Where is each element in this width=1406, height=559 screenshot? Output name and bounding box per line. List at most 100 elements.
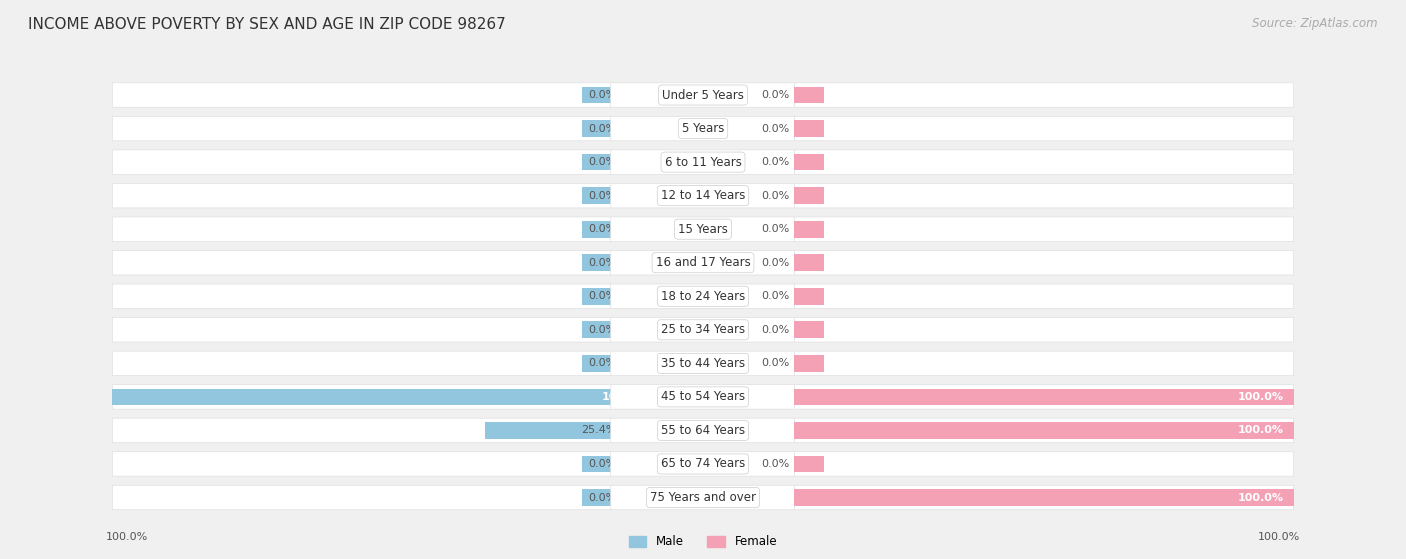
Text: 0.0%: 0.0% [588, 291, 617, 301]
FancyBboxPatch shape [610, 150, 796, 174]
Bar [794, 422, 1294, 439]
Bar [582, 254, 612, 271]
FancyBboxPatch shape [610, 385, 796, 409]
Bar [582, 87, 612, 103]
Text: 0.0%: 0.0% [588, 191, 617, 201]
Text: 16 and 17 Years: 16 and 17 Years [655, 256, 751, 269]
Bar [485, 422, 612, 439]
Text: 25.4%: 25.4% [581, 425, 617, 435]
Bar [582, 288, 612, 305]
FancyBboxPatch shape [794, 485, 1294, 510]
Text: 15 Years: 15 Years [678, 222, 728, 236]
Bar [794, 456, 824, 472]
FancyBboxPatch shape [112, 418, 612, 443]
FancyBboxPatch shape [112, 452, 612, 476]
Text: 55 to 64 Years: 55 to 64 Years [661, 424, 745, 437]
FancyBboxPatch shape [794, 150, 1294, 174]
Text: 65 to 74 Years: 65 to 74 Years [661, 457, 745, 471]
FancyBboxPatch shape [112, 284, 612, 309]
Bar [582, 456, 612, 472]
FancyBboxPatch shape [794, 217, 1294, 241]
FancyBboxPatch shape [610, 217, 796, 241]
Bar [794, 221, 824, 238]
Text: 0.0%: 0.0% [761, 459, 789, 469]
Text: 0.0%: 0.0% [761, 90, 789, 100]
Text: 25 to 34 Years: 25 to 34 Years [661, 323, 745, 337]
FancyBboxPatch shape [794, 284, 1294, 309]
Text: 0.0%: 0.0% [761, 325, 789, 335]
FancyBboxPatch shape [610, 318, 796, 342]
Text: 0.0%: 0.0% [761, 224, 789, 234]
Text: 0.0%: 0.0% [588, 459, 617, 469]
Text: 0.0%: 0.0% [761, 124, 789, 134]
Text: 100.0%: 100.0% [1258, 532, 1301, 542]
FancyBboxPatch shape [794, 418, 1294, 443]
Text: 75 Years and over: 75 Years and over [650, 491, 756, 504]
Text: 0.0%: 0.0% [761, 191, 789, 201]
Text: 12 to 14 Years: 12 to 14 Years [661, 189, 745, 202]
Bar [582, 321, 612, 338]
FancyBboxPatch shape [112, 385, 612, 409]
FancyBboxPatch shape [112, 116, 612, 141]
Text: 0.0%: 0.0% [588, 157, 617, 167]
Bar [794, 87, 824, 103]
FancyBboxPatch shape [794, 183, 1294, 208]
Text: 100.0%: 100.0% [1237, 425, 1284, 435]
FancyBboxPatch shape [794, 83, 1294, 107]
FancyBboxPatch shape [794, 318, 1294, 342]
FancyBboxPatch shape [610, 351, 796, 376]
Text: 0.0%: 0.0% [588, 325, 617, 335]
FancyBboxPatch shape [112, 485, 612, 510]
Text: 100.0%: 100.0% [1237, 492, 1284, 503]
FancyBboxPatch shape [610, 284, 796, 309]
Bar [794, 355, 824, 372]
Text: 5 Years: 5 Years [682, 122, 724, 135]
FancyBboxPatch shape [112, 318, 612, 342]
FancyBboxPatch shape [610, 183, 796, 208]
Bar [794, 154, 824, 170]
Legend: Male, Female: Male, Female [624, 530, 782, 553]
FancyBboxPatch shape [794, 116, 1294, 141]
FancyBboxPatch shape [112, 150, 612, 174]
Text: 0.0%: 0.0% [588, 492, 617, 503]
Text: 18 to 24 Years: 18 to 24 Years [661, 290, 745, 303]
FancyBboxPatch shape [112, 351, 612, 376]
Bar [582, 120, 612, 137]
FancyBboxPatch shape [610, 250, 796, 275]
Bar [582, 221, 612, 238]
FancyBboxPatch shape [794, 351, 1294, 376]
Bar [794, 120, 824, 137]
Text: 100.0%: 100.0% [602, 392, 648, 402]
Text: 35 to 44 Years: 35 to 44 Years [661, 357, 745, 370]
Bar [794, 321, 824, 338]
FancyBboxPatch shape [794, 385, 1294, 409]
Text: 0.0%: 0.0% [588, 224, 617, 234]
FancyBboxPatch shape [610, 452, 796, 476]
FancyBboxPatch shape [610, 116, 796, 141]
Bar [794, 254, 824, 271]
Bar [582, 154, 612, 170]
Bar [794, 187, 824, 204]
Text: 6 to 11 Years: 6 to 11 Years [665, 155, 741, 169]
Text: 0.0%: 0.0% [588, 90, 617, 100]
FancyBboxPatch shape [794, 250, 1294, 275]
FancyBboxPatch shape [112, 217, 612, 241]
FancyBboxPatch shape [112, 250, 612, 275]
Text: Source: ZipAtlas.com: Source: ZipAtlas.com [1253, 17, 1378, 30]
FancyBboxPatch shape [610, 83, 796, 107]
Bar [112, 389, 612, 405]
Text: 0.0%: 0.0% [761, 258, 789, 268]
Text: 0.0%: 0.0% [588, 358, 617, 368]
Text: 0.0%: 0.0% [588, 124, 617, 134]
Bar [794, 489, 1294, 506]
FancyBboxPatch shape [112, 83, 612, 107]
Text: Under 5 Years: Under 5 Years [662, 88, 744, 102]
Text: INCOME ABOVE POVERTY BY SEX AND AGE IN ZIP CODE 98267: INCOME ABOVE POVERTY BY SEX AND AGE IN Z… [28, 17, 506, 32]
Bar [582, 489, 612, 506]
Text: 0.0%: 0.0% [588, 258, 617, 268]
Text: 100.0%: 100.0% [105, 532, 148, 542]
FancyBboxPatch shape [112, 183, 612, 208]
Bar [582, 187, 612, 204]
FancyBboxPatch shape [610, 485, 796, 510]
Text: 0.0%: 0.0% [761, 157, 789, 167]
